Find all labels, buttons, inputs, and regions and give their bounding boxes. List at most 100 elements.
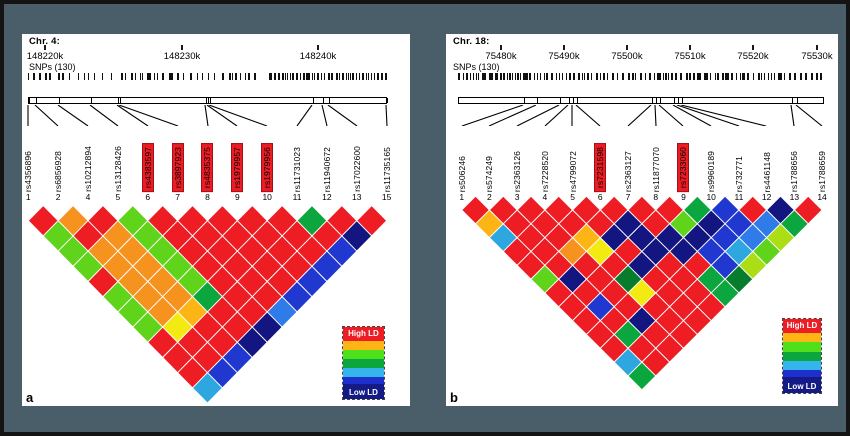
snp-number: 3 — [514, 192, 520, 202]
snp-tick — [228, 73, 231, 80]
snp-tick — [631, 73, 634, 80]
snp-number: 7 — [625, 192, 631, 202]
gene-bar-tick — [322, 98, 324, 103]
snp-number: 10 — [706, 192, 716, 202]
gene-bar-tick — [559, 98, 561, 103]
snp-tick — [770, 73, 772, 80]
snp-number: 12 — [322, 192, 332, 202]
snp-tick — [659, 73, 662, 80]
snp-tick — [335, 73, 338, 80]
snp-tick — [671, 73, 674, 80]
snp-label: rs1788659 — [817, 150, 828, 192]
snp-number: 4 — [85, 192, 91, 202]
snp-tick — [512, 73, 514, 80]
snp-tick — [295, 73, 298, 80]
legend-high-label: High LD — [786, 321, 818, 330]
gene-bar-tick — [205, 98, 207, 103]
snp-tick — [371, 73, 373, 80]
snp-tick — [591, 73, 593, 80]
snp-tick — [28, 73, 29, 80]
ruler-tick-label: 75530k — [801, 51, 833, 62]
snp-tick — [816, 73, 819, 80]
snp-tick — [523, 73, 528, 80]
panel-letter: a — [26, 390, 34, 405]
snp-tick — [352, 73, 355, 80]
snp-tick — [327, 73, 330, 80]
snp-tick — [142, 73, 143, 80]
snp-tick — [154, 73, 155, 80]
snp-tick — [277, 73, 280, 80]
snp-tick — [668, 73, 670, 80]
snp-tick — [721, 73, 724, 80]
snp-tick — [320, 73, 322, 80]
snp-tick — [559, 73, 561, 80]
snp-tick — [62, 73, 65, 80]
snp-tick — [306, 73, 311, 80]
genomic-ruler: 75480k 75490k 75500k 75510k 75520k 75530k — [446, 44, 838, 66]
snp-tick — [600, 73, 601, 80]
snp-tick — [477, 73, 479, 80]
connector-line — [296, 105, 313, 126]
snp-number: 13 — [789, 192, 800, 202]
ruler-tick-label: 148240k — [299, 51, 337, 62]
snp-tick — [221, 73, 224, 80]
snp-tick — [83, 73, 85, 80]
snp-tick — [197, 73, 198, 80]
ruler-tick — [563, 45, 565, 50]
gene-bar-tick — [576, 98, 578, 103]
snp-number-row: 1 2 4 5 6 7 8 9 10 11 12 13 15 — [22, 192, 410, 202]
snp-tick — [381, 73, 384, 80]
legend-high-label: High LD — [348, 329, 379, 338]
ruler-tick-label: 75490k — [548, 51, 580, 62]
snp-tick — [239, 73, 241, 80]
snp-tick — [245, 73, 247, 80]
snp-tick — [482, 73, 487, 80]
connector-line — [680, 105, 767, 126]
snp-tick — [44, 73, 47, 80]
snp-tick — [285, 73, 287, 80]
connector-line — [795, 105, 823, 126]
snp-tick — [274, 73, 277, 80]
snp-tick — [473, 73, 475, 80]
snp-number: 14 — [817, 192, 827, 202]
connector-line — [204, 105, 209, 126]
snp-count-label: SNPs (130) — [453, 62, 500, 72]
snp-tick — [235, 73, 238, 80]
ruler-tick — [500, 45, 502, 50]
snp-tick — [345, 73, 347, 80]
snp-tick — [469, 73, 471, 80]
connector-line — [385, 105, 388, 126]
snp-tick — [324, 73, 326, 80]
connector-line — [208, 105, 268, 126]
snp-tick — [753, 73, 755, 80]
snp-tick — [747, 73, 750, 80]
snp-tick — [110, 73, 112, 80]
connector-line — [118, 105, 179, 126]
snp-id-labels: rs4356896 rs6856928 rs10212894 rs13128426 rs… — [22, 126, 410, 192]
snp-tick — [121, 73, 124, 80]
snp-tick — [663, 73, 665, 80]
snp-tick — [462, 73, 464, 80]
snp-number: 4 — [542, 192, 548, 202]
snp-tick — [57, 73, 60, 80]
ld-heatmap-triangle — [461, 195, 823, 391]
gene-region-bar — [458, 97, 824, 104]
snp-tick — [546, 73, 548, 80]
ruler-tick-label: 75500k — [611, 51, 643, 62]
connector-line — [672, 105, 712, 126]
legend-band: Low LD — [783, 377, 821, 393]
snp-label-highlighted: rs7231598 — [594, 142, 607, 192]
snp-tick — [680, 73, 683, 80]
connector-line — [516, 105, 560, 126]
connector-line — [790, 105, 795, 126]
snp-tick — [767, 73, 769, 80]
snp-tick — [685, 73, 688, 80]
snp-label: rs11735165 — [381, 146, 392, 192]
gene-bar-tick — [651, 98, 653, 103]
ld-color-legend: High LD Low LD — [782, 318, 822, 394]
gene-bar-tick — [209, 98, 211, 103]
snp-tick — [540, 73, 542, 80]
snp-tick — [125, 73, 127, 80]
ld-cell-rs506246-rs1788659 — [627, 361, 657, 391]
